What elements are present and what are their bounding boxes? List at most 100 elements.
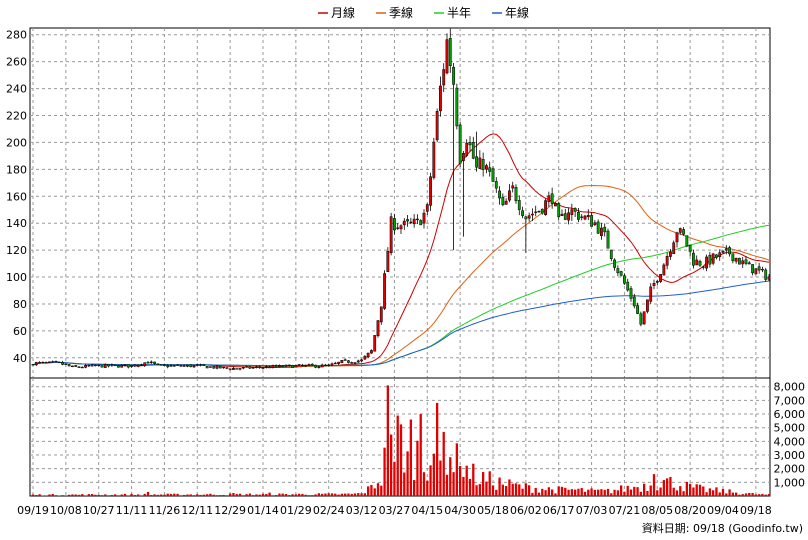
- date-tick-label: 05/18: [477, 504, 509, 517]
- volume-bar: [734, 492, 738, 496]
- candle-down: [626, 281, 630, 291]
- candle-up: [261, 367, 265, 369]
- volume-bar: [209, 493, 212, 496]
- volume-bar: [705, 492, 708, 496]
- price-tick-label: 80: [13, 298, 27, 311]
- volume-bar: [656, 490, 659, 496]
- candle-down: [133, 364, 137, 367]
- volume-bar: [560, 486, 564, 496]
- candle-down: [609, 249, 613, 260]
- volume-bar: [353, 493, 357, 496]
- candle-down: [573, 208, 577, 212]
- volume-bar: [261, 493, 265, 496]
- candle-down: [57, 361, 61, 364]
- candle-down: [682, 229, 685, 235]
- candle-up: [169, 365, 173, 367]
- candle-down: [301, 364, 304, 367]
- candle-up: [402, 220, 406, 226]
- volume-bar: [711, 490, 715, 496]
- candle-up: [442, 69, 446, 86]
- candle-up: [705, 256, 708, 269]
- candle-down: [540, 208, 544, 214]
- volume-bar: [90, 494, 94, 496]
- candle-up: [340, 360, 344, 363]
- volume-bar: [626, 485, 629, 496]
- date-tick-label: 11/11: [116, 504, 148, 517]
- candle-up: [416, 218, 419, 221]
- volume-bar: [537, 492, 541, 496]
- candle-up: [445, 39, 449, 74]
- volume-bar: [143, 493, 146, 496]
- price-tick-label: 100: [6, 271, 27, 284]
- price-plot-frame: [29, 27, 771, 379]
- candle-down: [764, 269, 768, 280]
- candle-up: [192, 365, 196, 368]
- candle-down: [314, 364, 317, 368]
- candle-down: [393, 218, 396, 231]
- volume-bar: [366, 486, 370, 496]
- candle-up: [567, 212, 570, 221]
- volume-bar: [228, 493, 232, 496]
- candle-down: [179, 365, 183, 367]
- candle-down: [258, 366, 262, 368]
- candle-down: [67, 364, 71, 367]
- candle-down: [225, 367, 229, 369]
- candle-up: [41, 361, 45, 364]
- candle-down: [468, 142, 472, 146]
- volume-bar: [672, 487, 675, 496]
- volume-bar: [205, 494, 209, 496]
- candle-down: [751, 264, 754, 274]
- volume-bar: [38, 494, 41, 496]
- volume-bar: [662, 480, 666, 496]
- candle-up: [103, 364, 107, 368]
- volume-bar: [383, 447, 386, 496]
- volume-tick-label: 5,000: [774, 422, 806, 435]
- candle-up: [649, 286, 653, 302]
- candle-down: [731, 253, 735, 262]
- candle-up: [560, 213, 564, 216]
- candle-up: [600, 227, 603, 236]
- volume-bar: [363, 493, 367, 496]
- candle-up: [508, 190, 511, 201]
- volume-bar: [669, 476, 672, 496]
- source-date-label: 資料日期: 09/18 (Goodinfo.tw): [642, 521, 803, 535]
- volume-bar: [409, 419, 413, 496]
- candle-up: [412, 218, 416, 225]
- volume-bar: [685, 481, 689, 496]
- volume-bar: [100, 495, 104, 496]
- candle-up: [333, 362, 337, 365]
- candle-up: [360, 359, 363, 362]
- candle-down: [248, 366, 252, 369]
- candle-up: [199, 364, 202, 366]
- candle-up: [376, 320, 380, 337]
- candle-down: [452, 66, 455, 85]
- volume-bar: [169, 493, 173, 496]
- volume-bar: [376, 483, 380, 496]
- volume-bar: [48, 494, 51, 496]
- moving-average-lines: [32, 133, 770, 369]
- volume-bar: [754, 494, 758, 496]
- volume-bar: [472, 463, 475, 496]
- candle-up: [767, 276, 771, 280]
- volume-bar: [271, 495, 275, 496]
- volume-bar: [84, 495, 87, 496]
- volume-bar: [324, 493, 327, 496]
- volume-bar: [370, 484, 373, 496]
- volume-bar: [462, 476, 465, 496]
- chart-legend: 月線 季線 半年 年線: [318, 5, 529, 20]
- candle-down: [448, 38, 452, 66]
- candle-down: [632, 296, 636, 307]
- candle-down: [715, 254, 718, 258]
- candle-up: [547, 195, 551, 202]
- volume-bar: [330, 493, 334, 496]
- volume-bar: [596, 489, 600, 496]
- candle-down: [481, 159, 485, 170]
- volume-bar: [488, 471, 491, 496]
- candle-up: [655, 280, 659, 283]
- candle-up: [366, 352, 370, 358]
- volume-bar: [432, 453, 436, 496]
- candle-up: [435, 111, 439, 141]
- volume-bar: [104, 494, 107, 496]
- volume-bar: [587, 489, 590, 496]
- volume-bar: [518, 484, 521, 496]
